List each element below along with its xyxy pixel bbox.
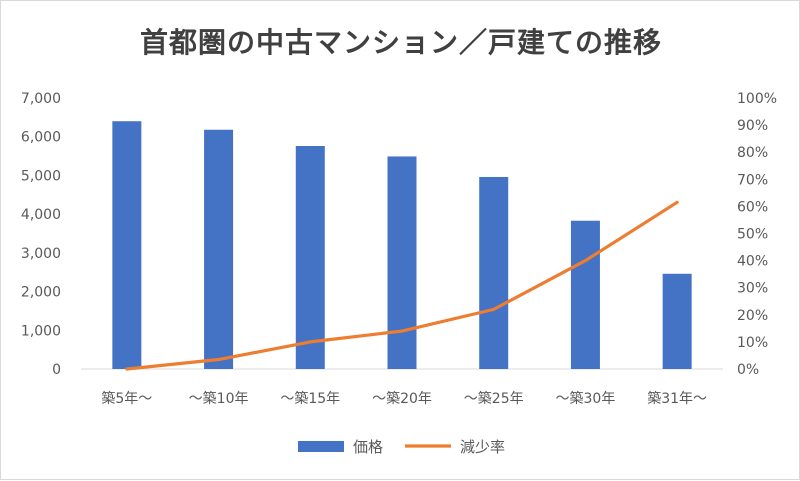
- y-right-tick-label: 70%: [737, 172, 768, 188]
- y-right-tick-label: 20%: [737, 308, 768, 324]
- y-right-tick-label: 60%: [737, 199, 768, 215]
- x-tick-label: 築5年〜: [101, 391, 152, 407]
- y-left-tick-label: 3,000: [21, 246, 61, 262]
- bar-価格: [388, 156, 417, 369]
- y-left-tick-label: 6,000: [21, 130, 61, 146]
- bar-価格: [663, 274, 692, 369]
- y-right-tick-label: 80%: [737, 145, 768, 161]
- bar-価格: [296, 146, 325, 369]
- x-tick-label: 築31年〜: [647, 391, 707, 407]
- y-right-tick-label: 40%: [737, 254, 768, 270]
- y-left-tick-label: 1,000: [21, 323, 61, 339]
- bar-価格: [571, 221, 600, 369]
- y-left-tick-label: 4,000: [21, 207, 61, 223]
- y-left-tick-label: 5,000: [21, 168, 61, 184]
- x-tick-label: 〜築20年: [372, 391, 432, 407]
- legend-swatch-bar: [298, 441, 344, 452]
- bar-価格: [204, 130, 233, 369]
- y-right-tick-label: 50%: [737, 227, 768, 243]
- y-left-tick-label: 7,000: [21, 91, 61, 107]
- x-tick-label: 〜築10年: [189, 391, 249, 407]
- legend-label-bar: 価格: [353, 438, 383, 456]
- bar-価格: [479, 177, 508, 369]
- x-tick-label: 〜築30年: [556, 391, 616, 407]
- y-left-tick-label: 0: [52, 362, 61, 378]
- y-right-tick-label: 100%: [737, 91, 777, 107]
- x-tick-label: 〜築15年: [280, 391, 340, 407]
- y-right-tick-label: 90%: [737, 118, 768, 134]
- y-right-tick-label: 0%: [737, 362, 759, 378]
- y-left-tick-label: 2,000: [21, 285, 61, 301]
- y-right-tick-label: 30%: [737, 281, 768, 297]
- bar-価格: [112, 121, 141, 369]
- x-tick-label: 〜築25年: [464, 391, 524, 407]
- legend-label-line: 減少率: [460, 438, 505, 456]
- y-right-tick-label: 10%: [737, 335, 768, 351]
